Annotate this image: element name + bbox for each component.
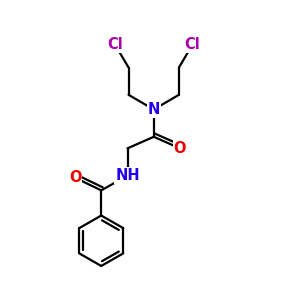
- Text: NH: NH: [115, 168, 140, 183]
- Text: Cl: Cl: [185, 37, 200, 52]
- Text: O: O: [174, 141, 186, 156]
- Text: O: O: [69, 170, 81, 185]
- Text: Cl: Cl: [107, 37, 123, 52]
- Text: N: N: [148, 102, 160, 117]
